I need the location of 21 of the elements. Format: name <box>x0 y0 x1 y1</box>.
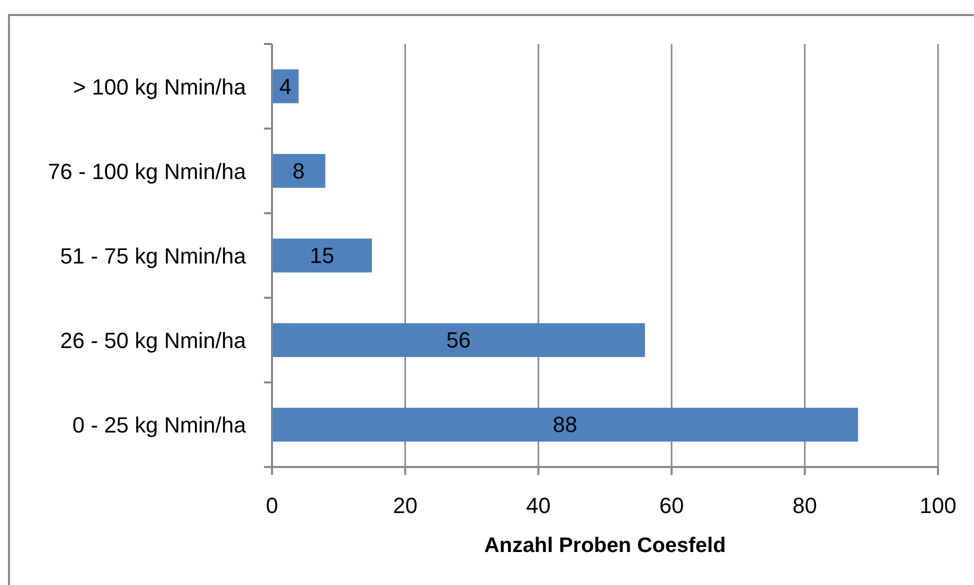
data-label: 15 <box>310 243 334 268</box>
y-tick-label: 26 - 50 kg Nmin/ha <box>60 328 247 353</box>
data-label: 8 <box>292 158 305 184</box>
y-tick-label: > 100 kg Nmin/ha <box>72 74 247 99</box>
data-label: 56 <box>446 328 471 353</box>
data-label: 4 <box>279 74 292 99</box>
bar <box>272 238 372 272</box>
x-tick-label: 0 <box>266 493 278 518</box>
bar <box>272 408 858 442</box>
x-tick-label: 40 <box>526 493 551 518</box>
x-axis-title: Anzahl Proben Coesfeld <box>484 534 726 557</box>
bar <box>272 154 326 188</box>
bar <box>272 323 645 358</box>
x-tick-label: 80 <box>792 493 818 518</box>
x-tick-label: 20 <box>392 493 418 518</box>
x-tick-label: 100 <box>920 493 956 518</box>
x-tick-label: 60 <box>659 493 684 518</box>
data-label: 88 <box>552 412 578 438</box>
y-tick-label: 0 - 25 kg Nmin/ha <box>72 412 247 438</box>
y-tick-label: 51 - 75 kg Nmin/ha <box>60 243 247 268</box>
y-tick-label: 76 - 100 kg Nmin/ha <box>48 158 247 184</box>
